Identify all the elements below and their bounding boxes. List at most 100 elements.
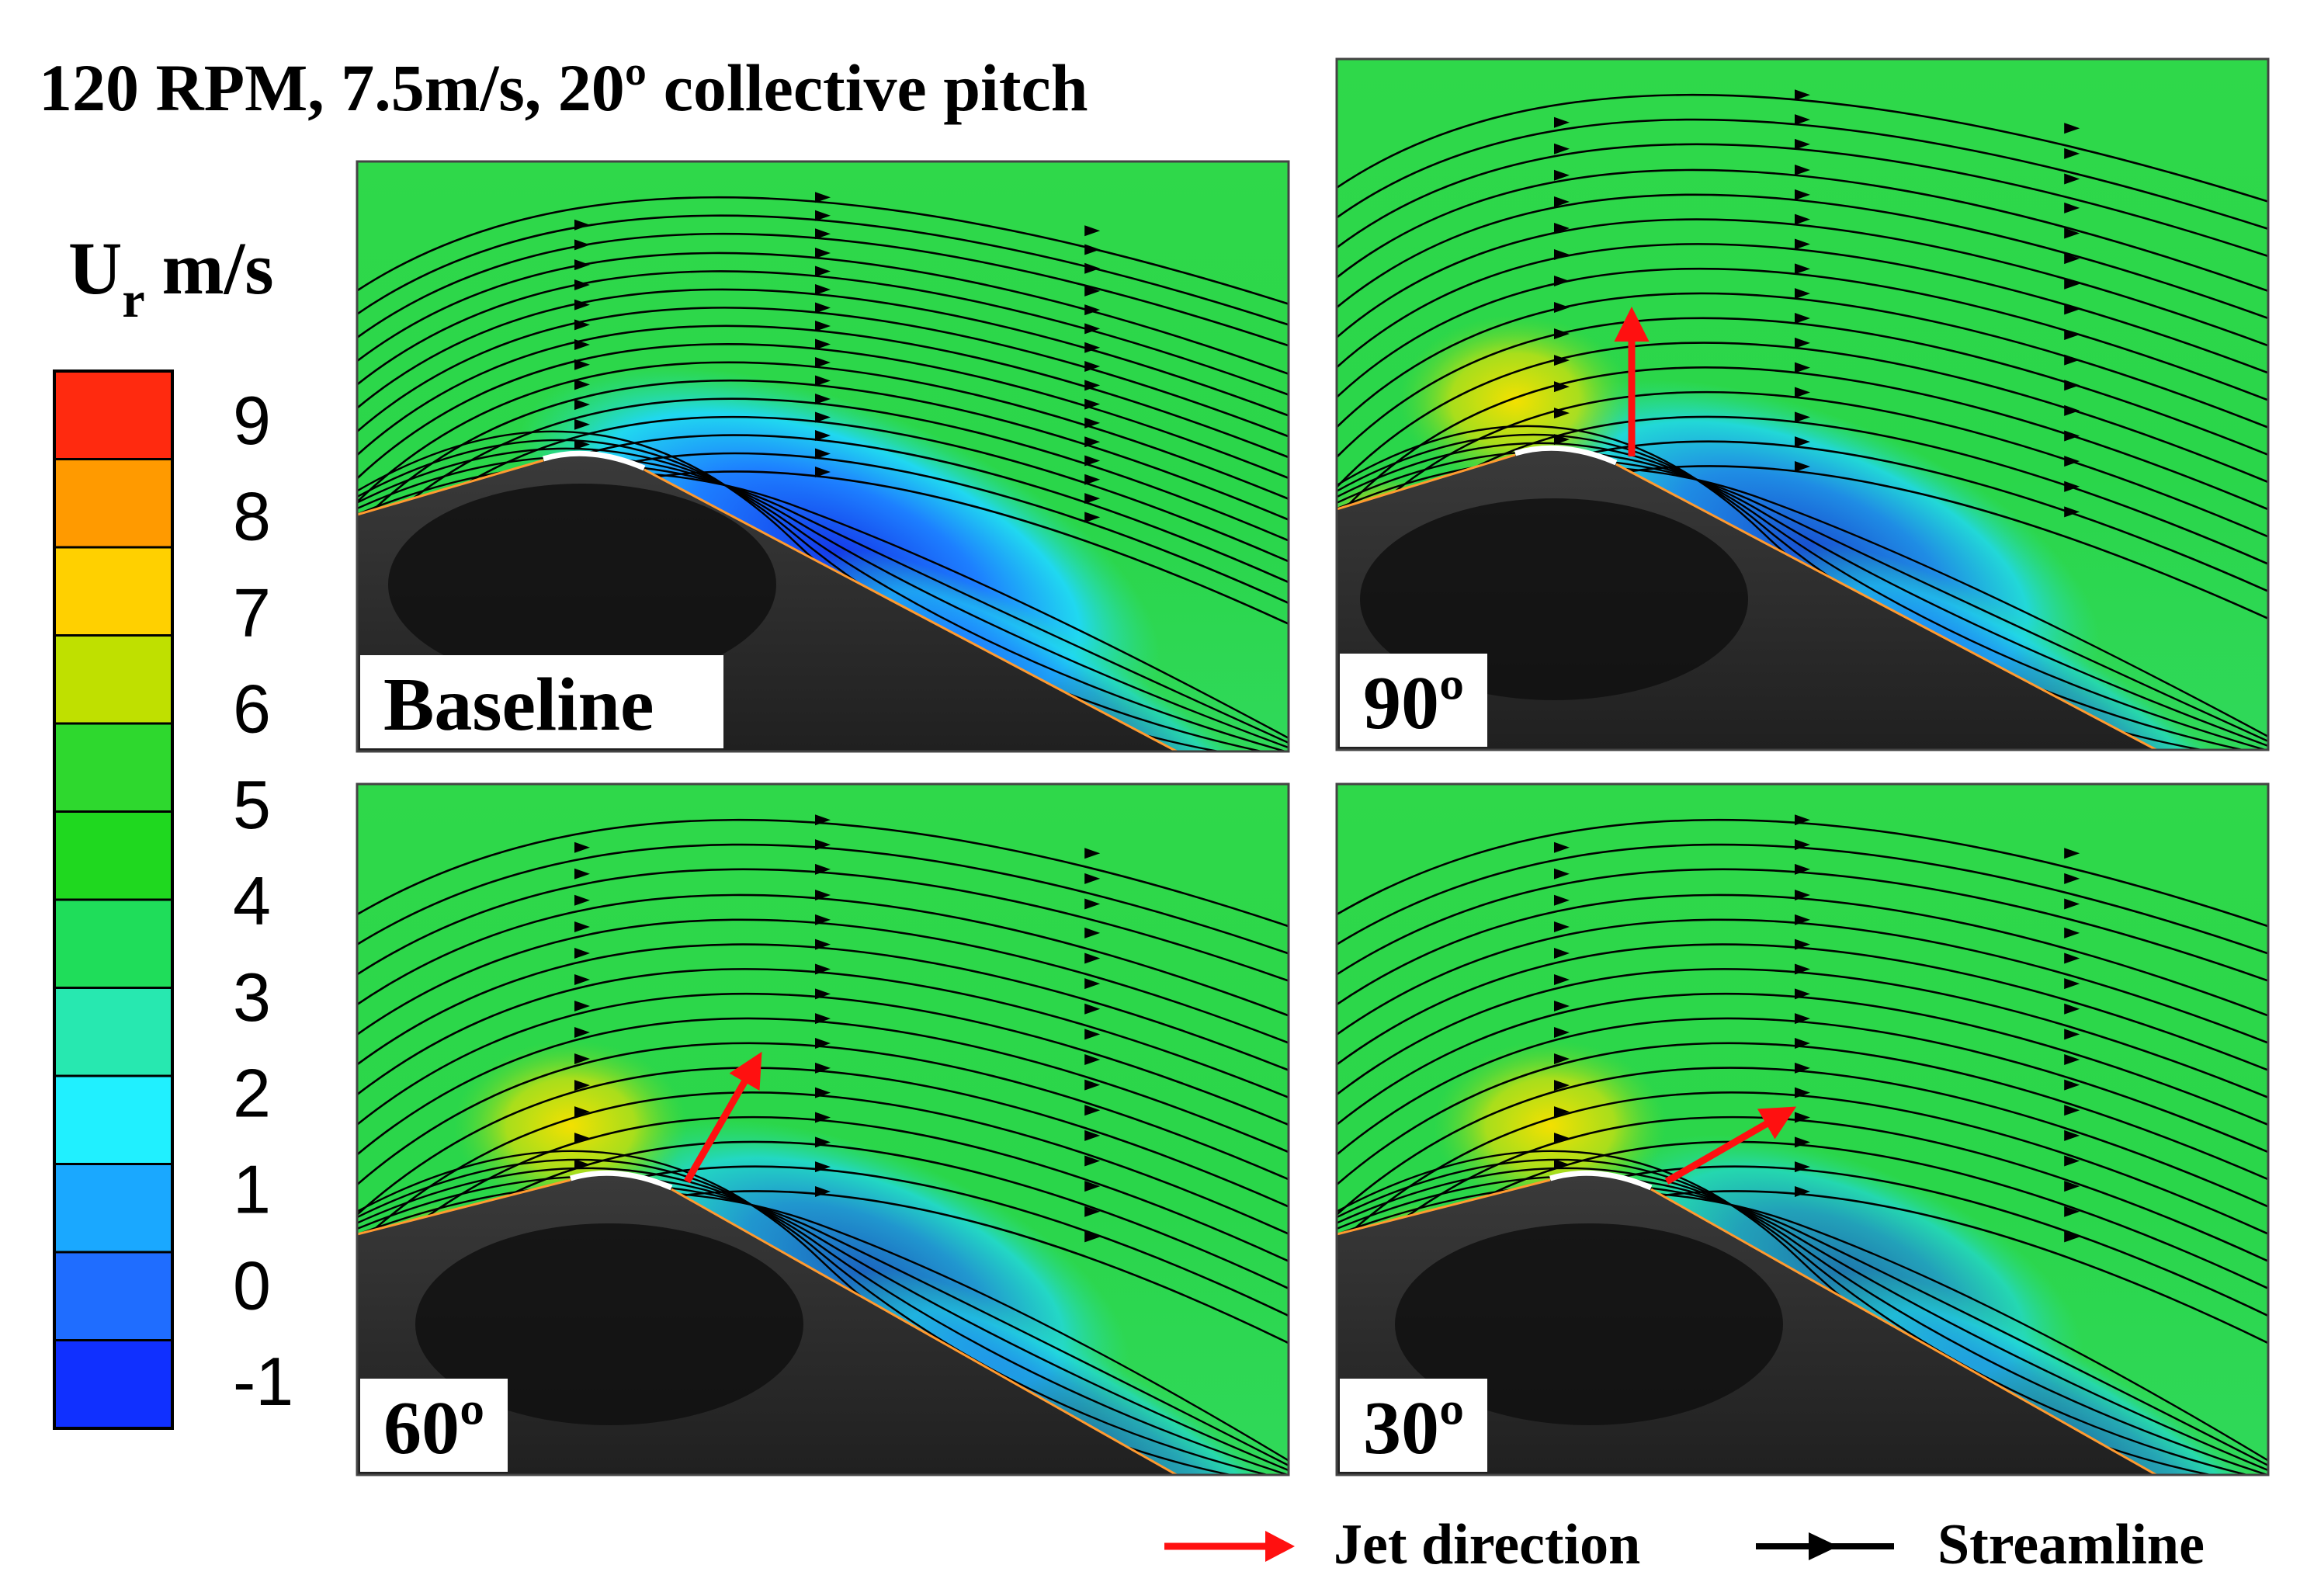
streamline-arrowhead [1795, 114, 1810, 126]
streamline-arrowhead [574, 973, 590, 985]
panel-frame [1335, 57, 2270, 751]
streamline [357, 918, 1289, 1044]
streamline-arrowhead [2064, 873, 2080, 884]
colorbar-unit: m/s [162, 227, 274, 310]
streamline-arrowhead [574, 841, 590, 853]
flow-panel: 90º [1335, 57, 2270, 751]
streamline-arrowhead [1795, 387, 1810, 398]
streamline-arrowhead [1795, 890, 1810, 900]
streamline-arrowhead [815, 1062, 831, 1074]
colorbar-band [54, 811, 172, 900]
colorbar-tick-label: 9 [233, 382, 271, 459]
colorbar-band [54, 1076, 172, 1164]
streamline [1337, 1183, 2268, 1467]
blade-surface-line [357, 459, 544, 516]
streamline-arrowhead [815, 839, 831, 851]
streamline-arrowhead [1084, 1231, 1101, 1243]
streamline-arrowhead [1084, 1155, 1101, 1167]
streamline-arrowhead [1795, 1161, 1810, 1173]
streamline-arrowhead [815, 863, 831, 875]
streamline-arrowhead [1795, 1136, 1810, 1148]
streamline-arrowhead [2064, 1206, 2080, 1217]
blade-surface-line [1615, 463, 2157, 750]
streamline-arrowhead [1084, 225, 1101, 237]
streamline-arrowhead [574, 279, 590, 290]
streamline [1337, 1115, 2268, 1277]
streamline-arrowhead [1795, 189, 1810, 200]
streamline [357, 1091, 1289, 1247]
streamline [357, 1183, 1289, 1467]
streamline-arrowhead [1554, 116, 1570, 128]
streamline-arrowhead [1554, 973, 1570, 985]
streamline-arrowhead [1554, 1080, 1570, 1091]
streamline-arrowhead [574, 1080, 590, 1091]
streamline-arrowhead [574, 359, 590, 370]
streamline [1337, 893, 2268, 1017]
streamline-arrowhead [2064, 927, 2080, 939]
streamline-arrowhead [2064, 173, 2080, 185]
streamline [1337, 868, 2268, 982]
streamline-arrowhead [1084, 1053, 1101, 1065]
streamline-arrowhead [1795, 411, 1810, 423]
blade-surface-line [671, 1188, 1178, 1475]
panel-label-box [360, 1379, 508, 1472]
streamline [357, 270, 1289, 397]
streamline [1337, 193, 2268, 320]
streamline-arrowhead [815, 448, 831, 460]
streamline [357, 288, 1289, 417]
streamline-arrowhead [1795, 1038, 1810, 1049]
streamline [1337, 1091, 2268, 1247]
streamline-arrowhead [2064, 952, 2080, 964]
streamline [1337, 390, 2268, 549]
streamline [357, 196, 1289, 306]
panel-label: 60º [360, 1379, 508, 1472]
streamline-arrowhead [1084, 436, 1101, 448]
streamline [1337, 218, 2268, 347]
streamline-arrowhead [1084, 262, 1101, 274]
panel-label-text: 60º [383, 1386, 484, 1470]
streamline-arrowhead [574, 379, 590, 390]
streamline [1337, 366, 2268, 519]
blade-shadow [388, 484, 776, 685]
streamline-arrowhead [2064, 404, 2080, 416]
streamline-arrowhead [1084, 978, 1101, 990]
streamline-arrowhead [1554, 894, 1570, 906]
colorbar-subscript: r [122, 272, 144, 328]
streamline-arrowhead [815, 814, 831, 826]
streamline [357, 968, 1289, 1099]
streamline [1337, 243, 2268, 374]
colorbar: 9 8 7 6 5 4 3 2 1 0 -1 [53, 370, 293, 1430]
colorbar-tick-label: 6 [233, 670, 271, 747]
streamline-arrowhead [1795, 988, 1810, 1000]
streamline-arrowhead [815, 963, 831, 975]
colorbar-band [54, 371, 172, 460]
streamline-arrowhead [1795, 89, 1810, 101]
streamline-arrowhead [1554, 222, 1570, 234]
streamline-arrowhead [1554, 841, 1570, 853]
panel-label-box [1340, 654, 1487, 747]
streamline-arrowhead [1084, 1003, 1101, 1015]
streamline-arrowhead [815, 192, 831, 203]
streamline-arrowhead [2064, 227, 2080, 239]
panel-label-box [360, 655, 723, 748]
blade-surface-line [1650, 1188, 2157, 1475]
streamline [1337, 1167, 2268, 1475]
streamline-arrowhead [1795, 1186, 1810, 1197]
streamline [1337, 433, 2247, 750]
colorbar-tick-label: 0 [233, 1247, 271, 1324]
streamline-arrowhead [815, 265, 831, 277]
streamline-arrowhead [1084, 342, 1101, 353]
streamline-arrowhead [1554, 947, 1570, 959]
streamline [357, 324, 1289, 459]
colorbar-heading: Ur m/s [68, 227, 274, 328]
streamline [1337, 992, 2268, 1126]
streamline [1337, 118, 2268, 231]
streamline [1337, 1158, 2251, 1475]
streamline-arrowhead [815, 988, 831, 1000]
streamline-arrowhead [1554, 1133, 1570, 1144]
streamline-arrowhead [574, 399, 590, 411]
streamline-arrowhead [2064, 328, 2080, 340]
streamline [357, 447, 1289, 751]
colorbar-tick-label: 7 [233, 574, 271, 651]
